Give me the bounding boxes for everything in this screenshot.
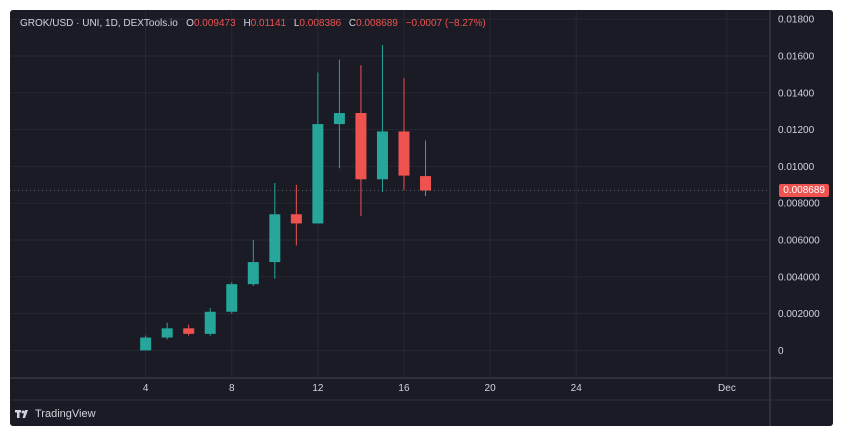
- candle[interactable]: [312, 72, 324, 224]
- tradingview-logo-icon: [15, 410, 28, 418]
- candle-body: [183, 328, 195, 334]
- x-tick-label: 20: [485, 383, 497, 394]
- time-axis: 4 8 12 16 20 24 Dec: [10, 377, 833, 401]
- low-label: L: [293, 18, 300, 29]
- ohlc-legend: GROK/USD · UNI, 1D, DEXTools.io O0.00947…: [20, 18, 486, 29]
- candle-body: [398, 131, 410, 176]
- y-tick-label: 0.004000: [778, 272, 820, 283]
- tradingview-brand[interactable]: TradingView: [15, 408, 96, 420]
- candle[interactable]: [333, 59, 345, 169]
- x-tick-label: 4: [143, 383, 149, 394]
- high-label: H: [243, 18, 251, 29]
- candle[interactable]: [355, 65, 367, 217]
- price-axis: 0.01800 0.01600 0.01400 0.01200 0.01000 0.008…: [769, 10, 820, 426]
- candle-body: [226, 284, 238, 312]
- y-tick-label: 0.01400: [778, 88, 815, 99]
- candle[interactable]: [140, 335, 152, 351]
- y-tick-label: 0.008000: [778, 199, 820, 210]
- candle[interactable]: [247, 240, 259, 286]
- candle-body: [161, 328, 173, 338]
- candle[interactable]: [290, 184, 302, 246]
- candle-body: [355, 113, 367, 180]
- candle[interactable]: [398, 78, 410, 191]
- candle-body: [290, 214, 302, 224]
- x-tick-label: 12: [312, 383, 324, 394]
- y-tick-label: 0.006000: [778, 236, 820, 247]
- low-value: 0.008386: [299, 18, 342, 29]
- open-label: O: [186, 18, 194, 29]
- y-tick-label: 0.01800: [778, 15, 815, 26]
- last-price-tag: 0.008689: [779, 183, 829, 197]
- candles: [140, 44, 432, 351]
- open-value: 0.009473: [193, 18, 236, 29]
- candle-body: [204, 311, 216, 334]
- candle[interactable]: [226, 282, 238, 314]
- candle-body: [269, 214, 281, 263]
- chart-frame: 0.01800 0.01600 0.01400 0.01200 0.01000 0.008…: [10, 10, 833, 426]
- candle[interactable]: [376, 44, 388, 193]
- candle-body: [420, 176, 432, 191]
- x-tick-label: 16: [398, 383, 410, 394]
- close-value: 0.008689: [356, 18, 398, 29]
- brand-label: TradingView: [35, 408, 96, 420]
- y-tick-label: 0: [778, 346, 784, 357]
- candle-body: [140, 337, 152, 351]
- candle[interactable]: [161, 322, 173, 340]
- candle[interactable]: [420, 140, 432, 197]
- close-label: C: [348, 18, 357, 29]
- grid-lines: [10, 10, 770, 378]
- x-tick-label: 8: [229, 383, 235, 394]
- y-tick-label: 0.01600: [778, 52, 815, 63]
- candle[interactable]: [183, 324, 195, 336]
- change-value: −0.0007 (−8.27%): [405, 18, 486, 29]
- x-tick-label: Dec: [718, 383, 736, 394]
- y-tick-label: 0.01000: [778, 162, 815, 173]
- symbol-label: GROK/USD · UNI, 1D, DEXTools.io: [20, 18, 178, 29]
- candle[interactable]: [269, 182, 281, 279]
- candle-body: [247, 262, 259, 285]
- x-tick-label: 24: [571, 383, 583, 394]
- candle[interactable]: [204, 308, 216, 336]
- candle-body: [312, 124, 324, 224]
- y-tick-label: 0.002000: [778, 309, 820, 320]
- candle-body: [376, 131, 388, 180]
- candlestick-chart[interactable]: 0.01800 0.01600 0.01400 0.01200 0.01000 0.008…: [10, 10, 833, 426]
- high-value: 0.01141: [250, 18, 287, 29]
- y-tick-label: 0.01200: [778, 125, 815, 136]
- candle-body: [333, 113, 345, 125]
